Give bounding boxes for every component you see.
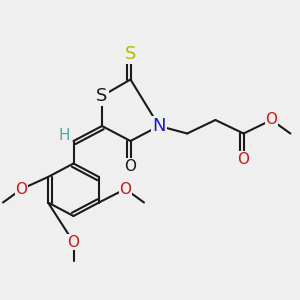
Text: O: O [266, 112, 278, 128]
Text: O: O [68, 235, 80, 250]
Text: N: N [152, 117, 166, 135]
Text: O: O [124, 159, 136, 174]
Text: S: S [125, 45, 136, 63]
Text: O: O [119, 182, 131, 196]
Text: S: S [96, 87, 108, 105]
Text: O: O [238, 152, 250, 166]
Text: O: O [16, 182, 28, 196]
Text: H: H [59, 128, 70, 142]
